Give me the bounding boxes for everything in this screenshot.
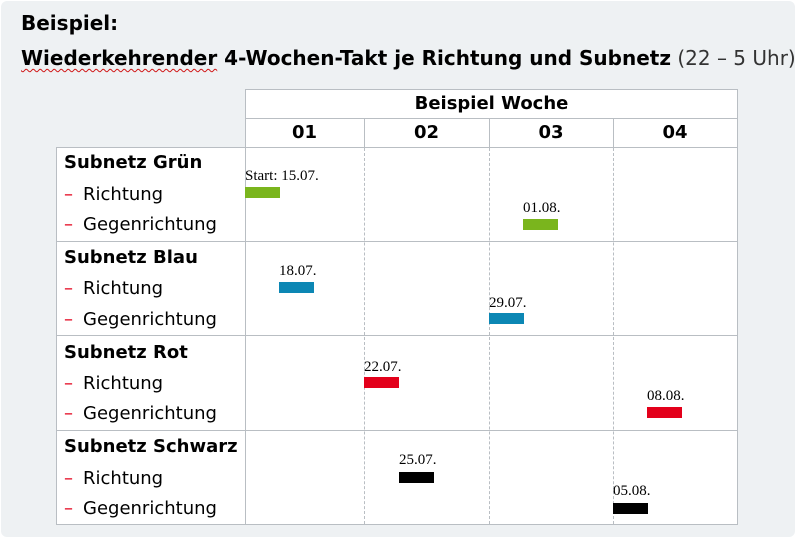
left-column-border <box>245 89 246 525</box>
header-divider <box>245 118 738 119</box>
counter-direction-label: – Gegenrichtung <box>64 214 217 235</box>
subnet-name: Subnetz Rot <box>64 342 188 363</box>
week-divider-2 <box>489 118 490 147</box>
marker-label: 29.07. <box>489 295 527 311</box>
dash-mark: – <box>64 403 73 424</box>
right-border <box>737 89 738 525</box>
marker-bar <box>523 219 558 230</box>
table-body-background <box>56 147 738 525</box>
title-rest: 4-Wochen-Takt je Richtung und Subnetz <box>217 46 671 70</box>
row-separator-1 <box>56 241 738 242</box>
counter-direction-text: Gegenrichtung <box>83 309 217 330</box>
body-left-border <box>56 147 57 525</box>
week-label-04: 04 <box>662 122 688 143</box>
heading-label: Beispiel: <box>21 11 119 35</box>
counter-direction-label: – Gegenrichtung <box>64 403 217 424</box>
marker-bar <box>647 407 682 418</box>
counter-direction-text: Gegenrichtung <box>83 214 217 235</box>
week-gridline-1 <box>364 148 365 524</box>
week-label-03: 03 <box>538 122 564 143</box>
direction-label: – Richtung <box>64 468 163 489</box>
header-top-border <box>245 89 738 90</box>
marker-bar <box>279 282 314 293</box>
marker-label: 08.08. <box>647 388 685 404</box>
dash-mark: – <box>64 184 73 205</box>
week-gridline-2 <box>489 148 490 524</box>
week-label-01: 01 <box>291 122 318 143</box>
title-time-range: (22 – 5 Uhr) <box>677 46 796 70</box>
subnet-name: Subnetz Blau <box>64 247 198 268</box>
counter-direction-text: Gegenrichtung <box>83 498 217 519</box>
counter-direction-text: Gegenrichtung <box>83 403 217 424</box>
marker-label: 18.07. <box>279 263 317 279</box>
marker-label: 22.07. <box>364 359 402 375</box>
dash-mark: – <box>64 309 73 330</box>
counter-direction-label: – Gegenrichtung <box>64 498 217 519</box>
direction-label: – Richtung <box>64 278 163 299</box>
row-separator-3 <box>56 430 738 431</box>
dash-mark: – <box>64 373 73 394</box>
direction-label: – Richtung <box>64 184 163 205</box>
marker-bar <box>613 503 648 514</box>
subnet-name: Subnetz Grün <box>64 152 203 173</box>
header-title: Beispiel Woche <box>414 93 569 114</box>
marker-bar <box>399 472 434 483</box>
direction-text: Richtung <box>83 278 164 299</box>
schedule-table: Beispiel Woche 01 02 03 04 Subnetz Grün … <box>56 89 738 525</box>
title-first-word: Wiederkehrender <box>21 46 218 70</box>
dash-mark: – <box>64 214 73 235</box>
marker-label: Start: 15.07. <box>245 168 319 184</box>
direction-text: Richtung <box>83 468 164 489</box>
dash-mark: – <box>64 468 73 489</box>
direction-label: – Richtung <box>64 373 163 394</box>
week-label-02: 02 <box>413 122 440 143</box>
slide-title: Wiederkehrender 4-Wochen-Takt je Richtun… <box>21 46 796 70</box>
marker-bar <box>245 187 280 198</box>
week-divider-1 <box>364 118 365 147</box>
counter-direction-label: – Gegenrichtung <box>64 309 217 330</box>
direction-text: Richtung <box>83 373 164 394</box>
subnet-name: Subnetz Schwarz <box>64 436 238 457</box>
week-divider-3 <box>613 118 614 147</box>
dash-mark: – <box>64 278 73 299</box>
direction-text: Richtung <box>83 184 164 205</box>
marker-label: 01.08. <box>523 200 561 216</box>
marker-bar <box>489 313 524 324</box>
row-separator-2 <box>56 335 738 336</box>
body-top-border <box>56 147 738 148</box>
marker-label: 05.08. <box>613 483 651 499</box>
marker-bar <box>364 377 399 388</box>
body-bottom-border <box>56 524 738 525</box>
week-gridline-3 <box>613 148 614 524</box>
dash-mark: – <box>64 498 73 519</box>
marker-label: 25.07. <box>399 452 437 468</box>
